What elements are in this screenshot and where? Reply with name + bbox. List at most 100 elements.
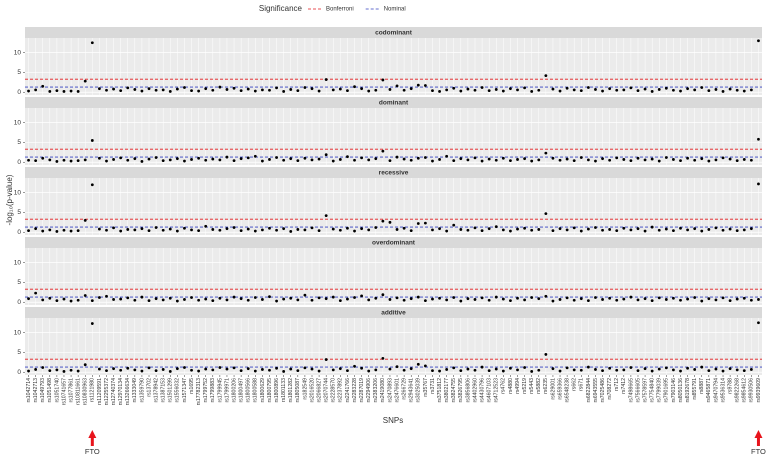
point — [197, 229, 201, 233]
point — [452, 296, 456, 299]
point — [431, 228, 434, 232]
point — [608, 87, 612, 91]
point — [69, 229, 73, 233]
point — [62, 297, 66, 301]
point — [317, 369, 321, 373]
x-tick-label: rs4430796 — [479, 378, 485, 403]
point — [90, 183, 94, 187]
point — [558, 89, 562, 93]
point — [586, 365, 590, 369]
point — [232, 295, 236, 299]
point — [105, 88, 108, 92]
point — [260, 159, 264, 163]
x-tick-label: rs2066827 — [316, 378, 322, 403]
y-tick-label: 0 — [17, 229, 21, 236]
point — [282, 370, 286, 373]
point — [296, 89, 300, 93]
x-tick-label: rs4607103 — [487, 378, 493, 403]
point — [268, 158, 271, 161]
point — [211, 228, 215, 231]
x-tick-label: rs2383206 — [373, 378, 379, 403]
x-tick-label: rs1571347 — [182, 378, 188, 403]
facet-label: dominant — [379, 100, 409, 107]
point — [289, 88, 293, 91]
point — [629, 295, 633, 299]
point — [338, 228, 342, 232]
point — [83, 79, 87, 83]
point — [516, 227, 519, 231]
point — [246, 367, 250, 371]
legend-label: Nominal — [384, 7, 406, 13]
point — [558, 158, 562, 162]
point — [126, 366, 130, 370]
point — [537, 158, 541, 162]
point — [693, 296, 697, 299]
point — [211, 88, 215, 92]
point — [565, 86, 569, 90]
point — [126, 86, 130, 90]
point — [700, 157, 704, 161]
point — [487, 298, 491, 302]
x-tick-label: rs712 — [614, 378, 620, 391]
point — [190, 296, 193, 299]
point — [154, 297, 158, 301]
point — [459, 369, 463, 373]
point — [69, 368, 73, 372]
x-tick-label: rs659366 — [557, 378, 563, 400]
point — [558, 369, 562, 373]
point — [742, 158, 746, 161]
x-tick-label: rs3826795 — [458, 378, 464, 403]
point — [452, 86, 456, 90]
point — [62, 370, 66, 373]
point — [622, 368, 626, 372]
point — [480, 159, 484, 163]
point — [473, 368, 477, 372]
point — [168, 227, 172, 231]
point — [459, 157, 463, 161]
point — [388, 159, 392, 163]
point — [657, 367, 661, 371]
point — [140, 89, 144, 93]
point — [353, 158, 356, 162]
y-tick-label: 0 — [17, 299, 21, 306]
point — [636, 156, 640, 160]
x-tick-label: rs1042713 — [33, 378, 39, 403]
point — [239, 229, 243, 233]
point — [445, 368, 449, 371]
point — [402, 298, 406, 302]
point — [431, 297, 434, 301]
point — [487, 157, 491, 161]
point — [586, 299, 590, 303]
x-tick-label: rs1051740 — [54, 378, 60, 403]
point — [551, 156, 555, 160]
point — [494, 225, 498, 229]
x-tick-label: rs1387153 — [161, 378, 167, 403]
x-tick-label: rs1800497 — [239, 378, 245, 403]
point — [338, 87, 342, 91]
point — [133, 228, 137, 232]
x-tick-label: rs1359790 — [139, 378, 145, 403]
x-tick-label: rs4402960 — [472, 378, 478, 403]
point — [55, 368, 59, 372]
point — [112, 158, 115, 161]
point — [516, 158, 519, 161]
point — [204, 87, 208, 91]
point — [76, 90, 80, 93]
y-tick-label: 10 — [14, 329, 22, 336]
point — [296, 159, 300, 163]
x-tick-label: rs8887 — [699, 378, 705, 394]
point — [742, 296, 746, 300]
point — [735, 88, 739, 92]
point — [608, 228, 612, 231]
point — [707, 159, 711, 163]
point — [643, 87, 647, 91]
point — [544, 212, 548, 216]
strip — [25, 167, 762, 178]
facet-label: additive — [381, 310, 406, 317]
point — [119, 297, 123, 301]
point — [388, 88, 392, 91]
x-tick-label: rs1051498 — [47, 378, 53, 403]
x-tick-label: rs8192678 — [685, 378, 691, 403]
point — [360, 227, 364, 231]
